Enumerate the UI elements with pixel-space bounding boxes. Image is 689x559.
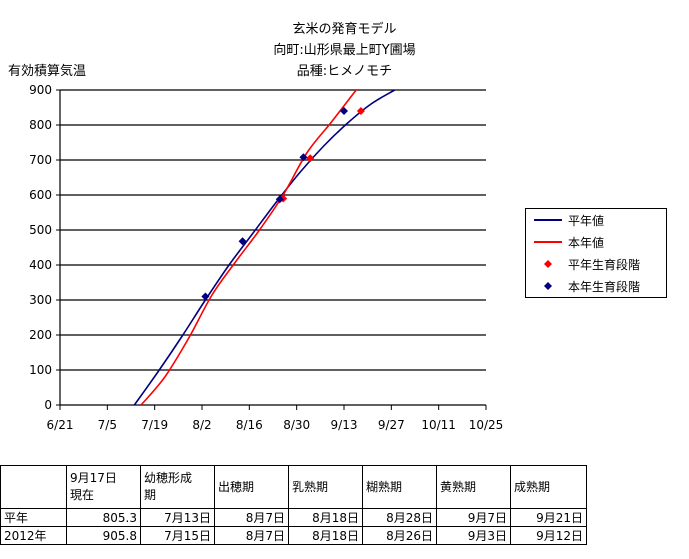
table-cell: 805.3 xyxy=(66,508,141,527)
row-label: 平年 xyxy=(0,508,67,527)
y-tick-label: 100 xyxy=(29,363,52,377)
y-tick-label: 600 xyxy=(29,188,52,202)
y-tick-label: 500 xyxy=(29,223,52,237)
x-tick-label: 8/30 xyxy=(283,418,310,432)
table-cell: 9月7日 xyxy=(436,508,511,527)
legend-item-normal-stage: 平年生育段階 xyxy=(534,255,640,273)
table-cell: 8月28日 xyxy=(362,508,437,527)
table-header-row: 9月17日 現在 幼穂形成期 出穂期 乳熟期 糊熟期 黄熟期 成熟期 xyxy=(0,465,587,509)
table-cell: 905.8 xyxy=(66,526,141,545)
legend-swatch xyxy=(534,219,562,221)
y-tick-label: 900 xyxy=(29,83,52,97)
table-cell: 7月15日 xyxy=(140,526,215,545)
series-line-0 xyxy=(133,90,396,405)
y-tick-label: 0 xyxy=(44,398,52,412)
legend-label: 本年生育段階 xyxy=(568,279,641,294)
header-cell: 幼穂形成期 xyxy=(140,465,215,509)
table-cell: 8月18日 xyxy=(288,508,363,527)
table-row: 平年 805.3 7月13日 8月7日 8月18日 8月28日 9月7日 9月2… xyxy=(0,508,587,527)
x-tick-label: 8/2 xyxy=(192,418,211,432)
header-cell: 糊熟期 xyxy=(362,465,437,509)
table-row: 2012年 905.8 7月15日 8月7日 8月18日 8月26日 9月3日 … xyxy=(0,526,587,545)
stage-marker xyxy=(299,153,308,162)
stage-marker xyxy=(238,237,247,246)
chart-subtitle-location: 向町:山形県最上町Y圃場 xyxy=(273,43,416,58)
table-cell: 8月26日 xyxy=(362,526,437,545)
table-cell: 8月7日 xyxy=(214,508,289,527)
table-cell: 9月12日 xyxy=(510,526,587,545)
y-tick-label: 400 xyxy=(29,258,52,272)
legend: 平年値 本年値 平年生育段階 本年生育段階 xyxy=(525,208,667,298)
stage-marker xyxy=(275,195,284,204)
stage-marker xyxy=(356,107,365,115)
legend-label: 平年生育段階 xyxy=(568,257,641,272)
legend-label: 平年値 xyxy=(568,213,605,228)
table-cell: 9月3日 xyxy=(436,526,511,545)
x-tick-label: 7/19 xyxy=(141,418,168,432)
stage-marker xyxy=(306,154,315,163)
stage-marker xyxy=(201,292,210,301)
x-tick-label: 9/27 xyxy=(378,418,405,432)
header-cell: 成熟期 xyxy=(510,465,587,509)
y-tick-label: 700 xyxy=(29,153,52,167)
legend-item-current-stage: 本年生育段階 xyxy=(534,277,640,295)
legend-item-normal-line: 平年値 xyxy=(534,211,604,229)
legend-swatch xyxy=(544,282,552,290)
stage-marker xyxy=(340,107,348,115)
table-cell: 8月7日 xyxy=(214,526,289,545)
legend-swatch xyxy=(534,241,562,243)
table-cell: 8月18日 xyxy=(288,526,363,545)
chart: 0 100 200 300 400 500 600 700 800 900 6/21 7/5 7/19 8… xyxy=(29,83,503,432)
table-cell: 9月21日 xyxy=(510,508,587,527)
chart-title: 玄米の発育モデル xyxy=(292,22,397,37)
plot-area: 0 100 200 300 400 500 600 700 800 900 6/21 7/5 7/19 8… xyxy=(29,83,503,432)
y-axis-label: 有効積算気温 xyxy=(8,64,87,79)
y-tick-label: 200 xyxy=(29,328,52,342)
header-cell: 9月17日 現在 xyxy=(66,465,141,509)
series-line-1 xyxy=(140,90,358,405)
legend-item-current-line: 本年値 xyxy=(534,233,604,251)
legend-label: 本年値 xyxy=(568,235,605,250)
x-tick-label: 6/21 xyxy=(47,418,74,432)
x-tick-label: 10/25 xyxy=(469,418,504,432)
y-tick-label: 800 xyxy=(29,118,52,132)
x-tick-label: 9/13 xyxy=(331,418,358,432)
table-cell: 7月13日 xyxy=(140,508,215,527)
growth-stage-table: 9月17日 現在 幼穂形成期 出穂期 乳熟期 糊熟期 黄熟期 成熟期 平年 805… xyxy=(0,465,587,545)
y-tick-label: 300 xyxy=(29,293,52,307)
row-label: 2012年 xyxy=(0,526,67,545)
header-cell xyxy=(0,465,67,509)
header-cell: 乳熟期 xyxy=(288,465,363,509)
x-tick-label: 10/11 xyxy=(421,418,456,432)
legend-swatch xyxy=(544,260,552,268)
header-cell: 黄熟期 xyxy=(436,465,511,509)
chart-subtitle-variety: 品種:ヒメノモチ xyxy=(296,64,393,79)
header-cell: 出穂期 xyxy=(214,465,289,509)
x-tick-label: 7/5 xyxy=(98,418,117,432)
x-tick-label: 8/16 xyxy=(236,418,263,432)
